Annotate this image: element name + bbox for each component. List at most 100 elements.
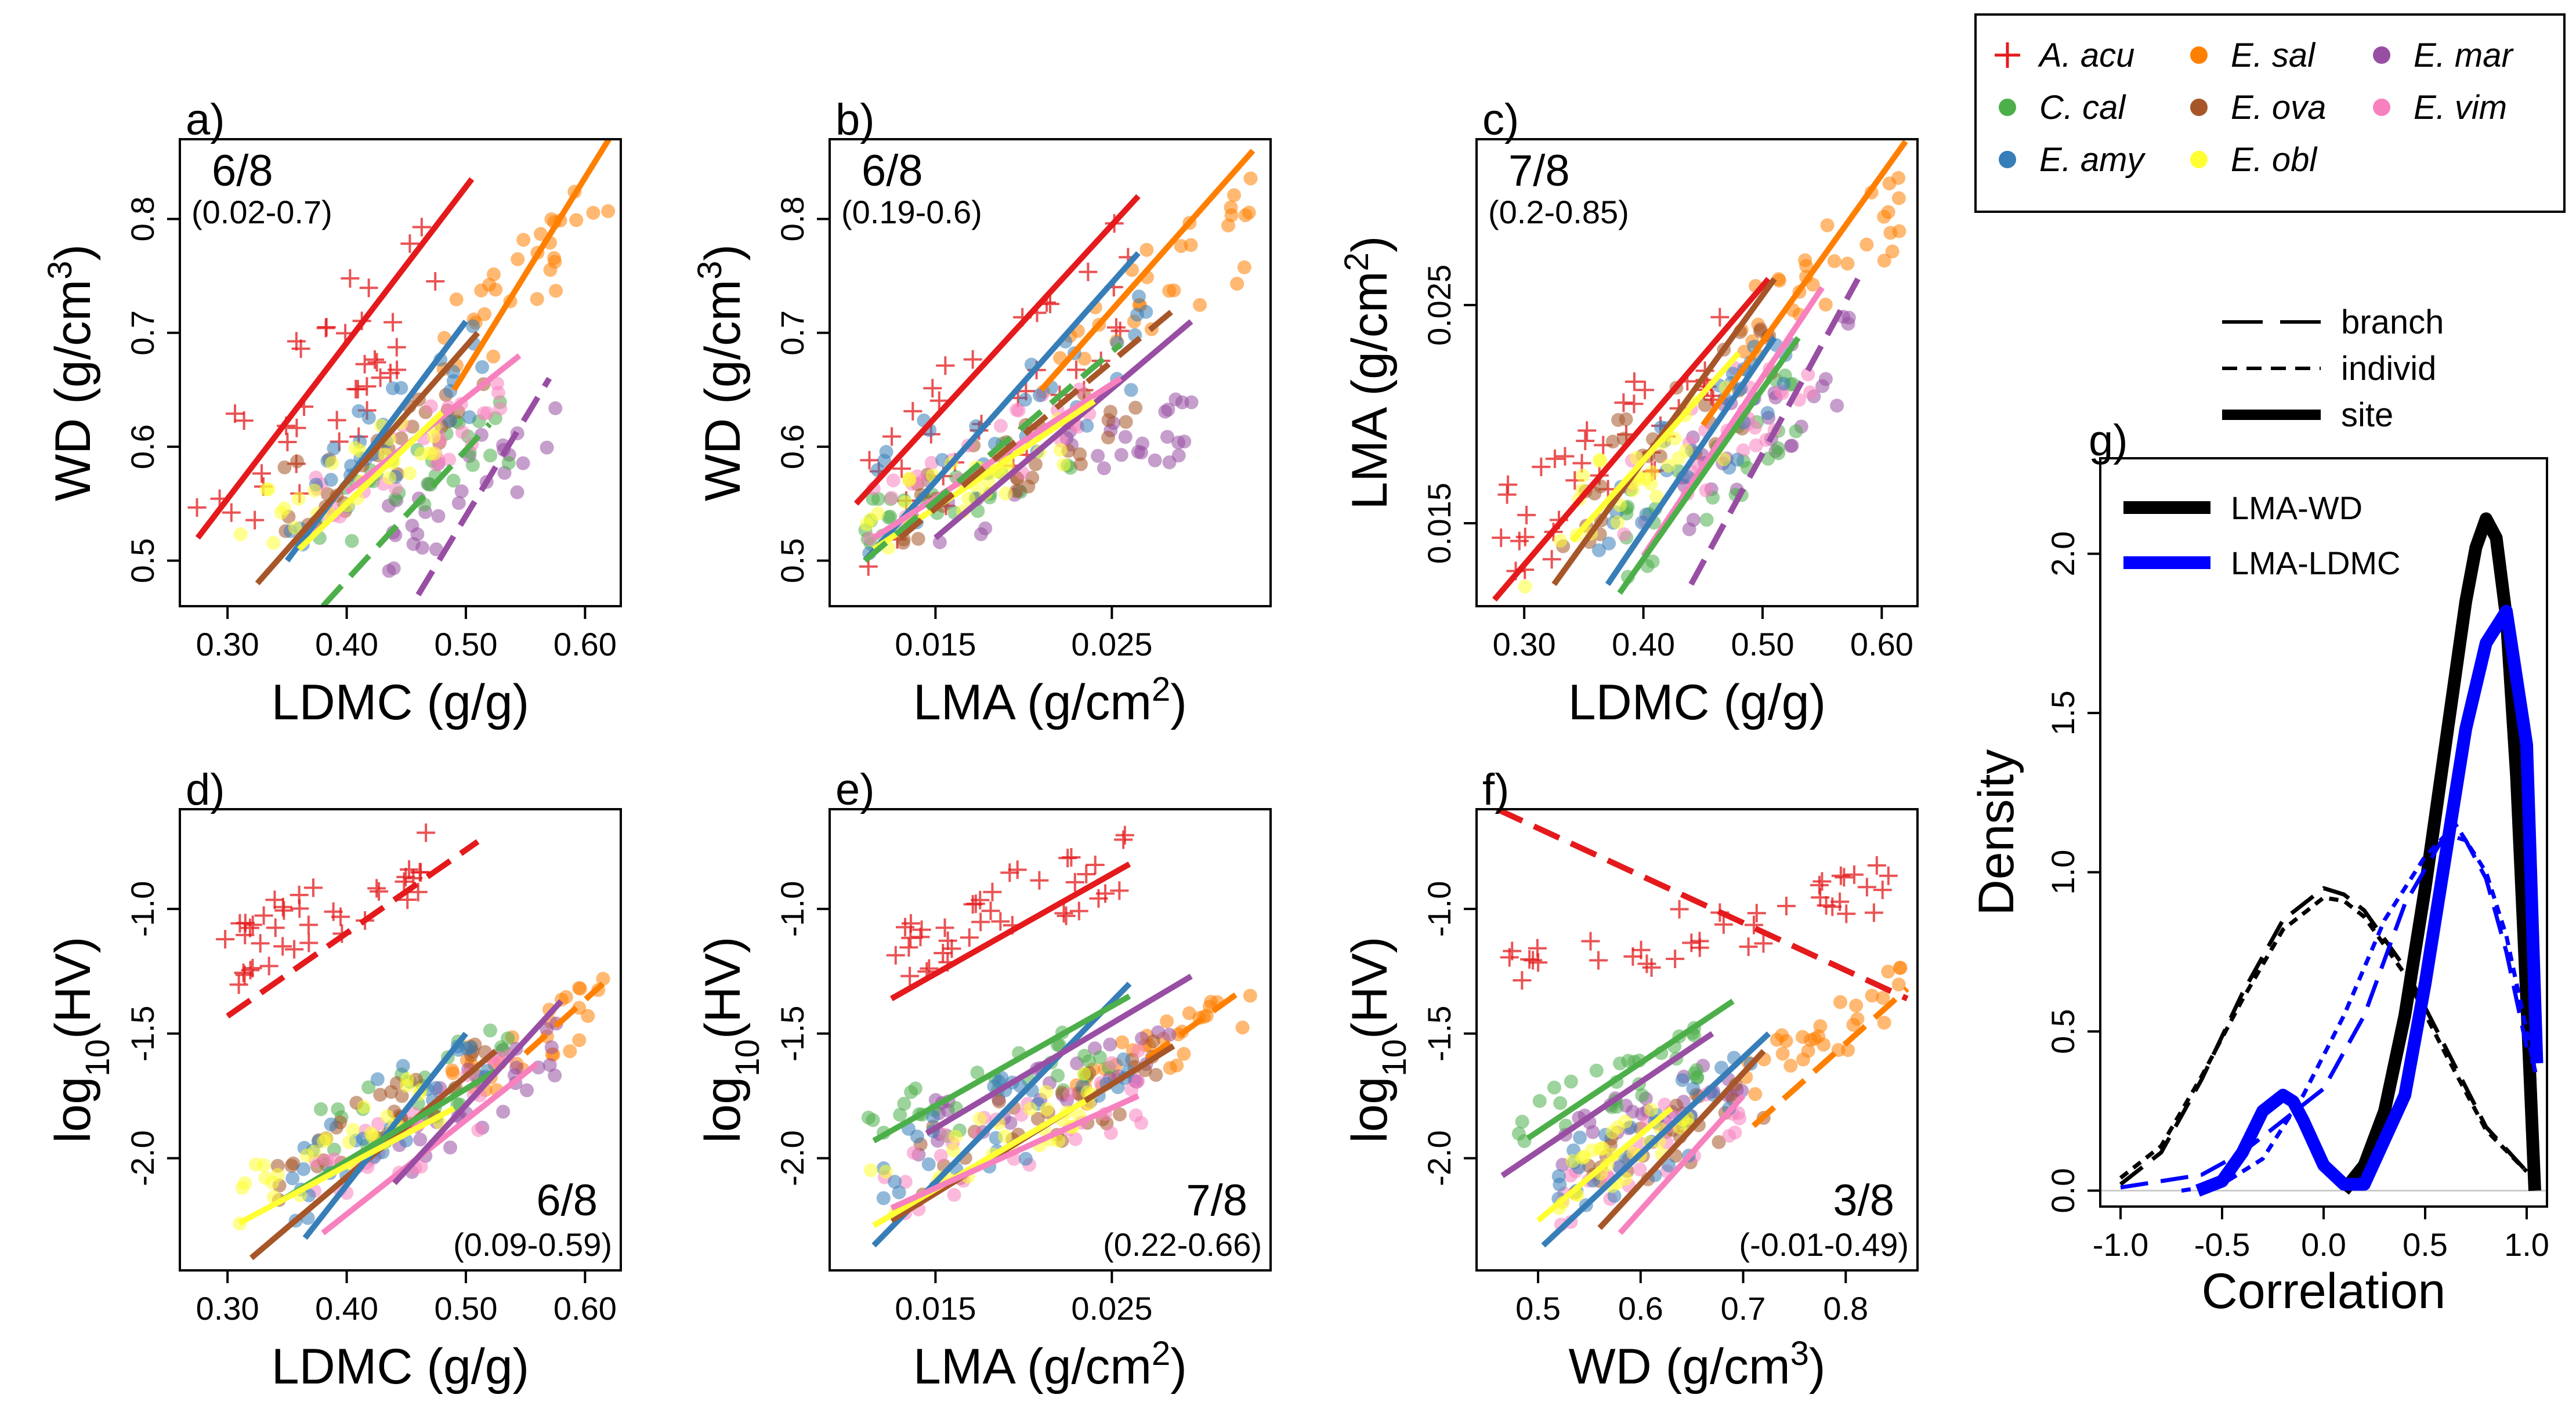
- legend-species-label: C. cal: [2039, 89, 2126, 126]
- fit-line: [296, 410, 444, 552]
- point: [1891, 191, 1906, 205]
- point: [1893, 961, 1908, 975]
- point: [415, 541, 429, 555]
- point-acu: [1589, 951, 1608, 970]
- y-axis-title: log10(HV): [45, 936, 117, 1143]
- point: [1051, 1133, 1066, 1148]
- point: [1177, 1046, 1191, 1061]
- point: [1131, 1044, 1145, 1058]
- point: [544, 1040, 559, 1055]
- point: [396, 1059, 410, 1073]
- point: [1146, 1034, 1160, 1049]
- point: [1840, 256, 1855, 271]
- point: [563, 1044, 577, 1059]
- point: [489, 282, 503, 297]
- fit-line: [925, 973, 1193, 1136]
- range-label: (-0.01-0.49): [1739, 1226, 1909, 1263]
- point-acu: [229, 975, 248, 994]
- point-acu: [259, 957, 278, 976]
- x-tick-label: 0.015: [895, 626, 976, 662]
- legend-marker-dot: [2373, 99, 2390, 116]
- y-tick-label: 0.5: [774, 538, 811, 584]
- point: [1865, 988, 1879, 1003]
- scatter-panels: 0.30 0.40 0.50 0.60 0.5 0.6 0.7 0.8 LDMC (g/g) WD…: [41, 95, 1919, 1395]
- point: [1114, 448, 1128, 462]
- point: [1770, 1033, 1784, 1047]
- fit-line: [523, 981, 605, 1056]
- point-acu: [299, 915, 318, 935]
- point: [465, 458, 480, 472]
- point-acu: [1492, 528, 1511, 548]
- point: [1699, 483, 1713, 498]
- point: [516, 233, 531, 247]
- point: [1881, 205, 1895, 219]
- point: [1877, 253, 1891, 268]
- linetype-legend: branch individ site: [2222, 303, 2444, 434]
- point: [1833, 995, 1848, 1009]
- point-acu: [896, 918, 915, 937]
- range-label: (0.2-0.85): [1488, 194, 1629, 230]
- fit-line: [872, 993, 1131, 1143]
- x-tick-label: 0.40: [1612, 626, 1675, 662]
- point: [1162, 455, 1177, 470]
- point-acu: [222, 503, 241, 522]
- point: [314, 1102, 328, 1117]
- point: [464, 1040, 478, 1055]
- point-acu: [287, 332, 306, 351]
- point: [1227, 188, 1242, 202]
- plot-frame: [179, 138, 622, 607]
- point: [904, 1085, 918, 1099]
- point: [1775, 1046, 1790, 1061]
- point-acu: [1879, 866, 1898, 885]
- point-acu: [367, 353, 386, 372]
- point-acu: [387, 338, 406, 357]
- x-tick-label: -0.5: [2194, 1226, 2251, 1263]
- point: [1593, 1142, 1608, 1156]
- range-label: (0.19-0.6): [841, 194, 982, 230]
- point: [911, 531, 925, 546]
- point: [861, 1110, 875, 1125]
- y-tick-label: -2.0: [124, 1130, 161, 1186]
- point: [1820, 218, 1835, 233]
- point-acu: [1054, 904, 1073, 923]
- point: [1882, 176, 1897, 191]
- point: [477, 307, 491, 321]
- point: [972, 1111, 987, 1126]
- plot-frame: [179, 808, 622, 1272]
- point: [1645, 465, 1659, 479]
- legend-marker-dot: [1999, 99, 2016, 116]
- point: [1803, 1033, 1818, 1047]
- point: [906, 1146, 921, 1160]
- point: [357, 1100, 371, 1114]
- point-acu: [1817, 896, 1836, 915]
- point: [573, 981, 588, 996]
- point-acu: [1065, 872, 1084, 892]
- point: [879, 1164, 893, 1179]
- point: [454, 484, 469, 499]
- point: [509, 1060, 524, 1075]
- point-acu: [348, 379, 367, 399]
- point-acu: [426, 272, 445, 291]
- point: [1518, 580, 1532, 594]
- point: [493, 401, 508, 416]
- point-acu: [1873, 881, 1892, 900]
- point: [530, 292, 544, 306]
- y-tick-label: -1.5: [774, 1006, 811, 1062]
- point: [414, 1160, 428, 1174]
- density-curve: [2195, 604, 2544, 1197]
- count-label: 7/8: [1508, 146, 1570, 195]
- fit-line: [284, 320, 468, 563]
- x-axis-title: LDMC (g/g): [1568, 675, 1826, 730]
- point-acu: [230, 914, 249, 933]
- density-curve: [2339, 512, 2541, 1195]
- panel-letter: e): [835, 765, 875, 814]
- point: [1850, 1012, 1865, 1026]
- point-acu: [1777, 896, 1796, 915]
- point: [961, 491, 976, 506]
- legend-marker-dot: [2190, 46, 2208, 64]
- point-acu: [370, 882, 389, 901]
- point: [1160, 430, 1175, 444]
- point: [274, 505, 288, 520]
- point-acu: [1030, 871, 1049, 890]
- point: [534, 227, 548, 241]
